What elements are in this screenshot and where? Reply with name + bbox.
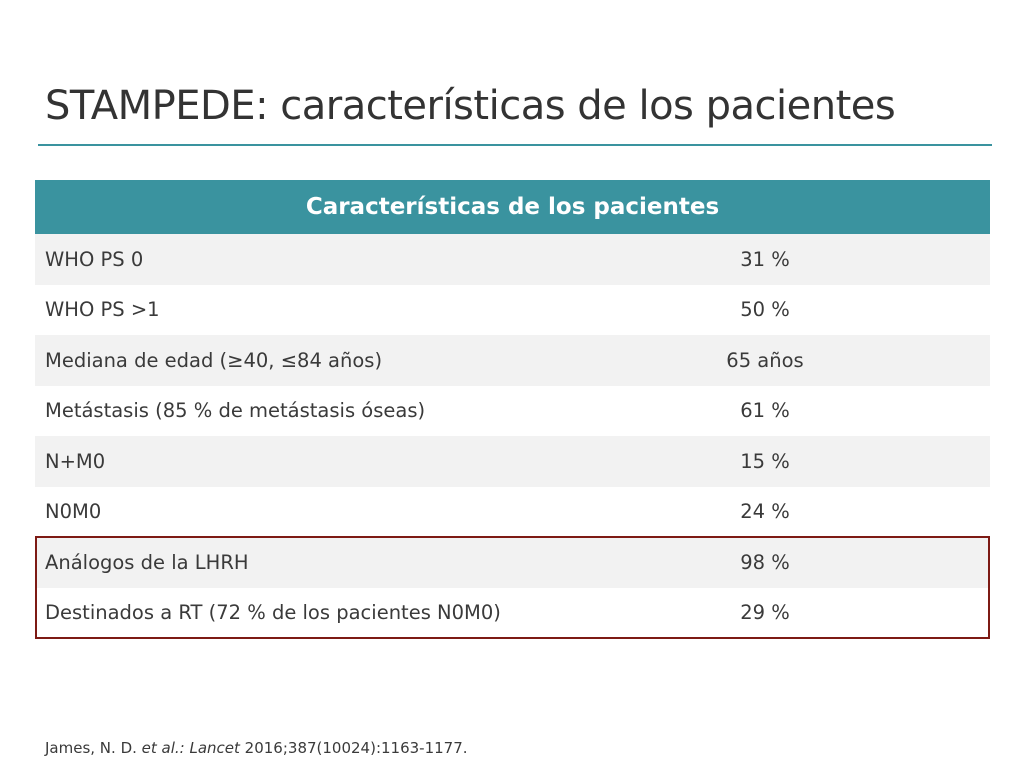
table-row: WHO PS 0 31 %: [35, 234, 990, 285]
row-value: 15 %: [740, 449, 790, 473]
patient-characteristics-table: Características de los pacientes WHO PS …: [35, 180, 990, 638]
row-label: WHO PS 0: [45, 247, 144, 271]
table-header: Características de los pacientes: [35, 180, 990, 234]
table-row: WHO PS >1 50 %: [35, 284, 990, 335]
table-row: N0M0 24 %: [35, 486, 990, 537]
row-value: 29 %: [740, 601, 790, 625]
row-label: Mediana de edad (≥40, ≤84 años): [45, 348, 383, 372]
row-value: 65 años: [726, 348, 804, 372]
table-row: Mediana de edad (≥40, ≤84 años) 65 años: [35, 335, 990, 386]
row-label: Metástasis (85 % de metástasis óseas): [45, 399, 426, 423]
row-label: N0M0: [45, 500, 102, 524]
table-row: N+M0 15 %: [35, 436, 990, 487]
table-row: Metástasis (85 % de metástasis óseas) 61…: [35, 385, 990, 436]
citation-etal: et al.: Lancet: [141, 739, 240, 757]
slide-title: STAMPEDE: características de los pacient…: [45, 83, 896, 129]
row-label: WHO PS >1: [45, 298, 160, 322]
title-divider: [38, 144, 992, 146]
citation-authors: James, N. D.: [45, 739, 142, 757]
citation: James, N. D. et al.: Lancet 2016;387(100…: [45, 739, 468, 757]
row-label: N+M0: [45, 449, 106, 473]
row-label: Destinados a RT (72 % de los pacientes N…: [45, 601, 501, 625]
row-value: 31 %: [740, 247, 790, 271]
table-row-highlighted: Destinados a RT (72 % de los pacientes N…: [35, 587, 990, 638]
row-value: 98 %: [740, 550, 790, 574]
citation-reference: 2016;387(10024):1163-1177.: [239, 739, 468, 757]
row-value: 50 %: [740, 298, 790, 322]
table-row-highlighted: Análogos de la LHRH 98 %: [35, 537, 990, 588]
row-label: Análogos de la LHRH: [45, 550, 249, 574]
row-value: 24 %: [740, 500, 790, 524]
row-value: 61 %: [740, 399, 790, 423]
